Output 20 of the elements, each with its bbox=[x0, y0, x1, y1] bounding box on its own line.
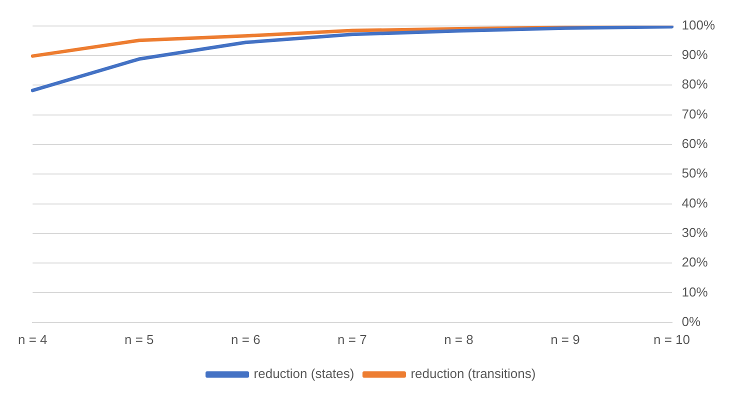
x-tick-label: n = 4 bbox=[18, 332, 48, 347]
x-tick-label: n = 8 bbox=[444, 332, 474, 347]
y-tick-label: 60% bbox=[682, 136, 708, 152]
y-tick-label: 90% bbox=[682, 47, 708, 62]
x-tick-label: n = 9 bbox=[550, 332, 580, 347]
y-tick-label: 70% bbox=[682, 106, 708, 122]
y-tick-label: 50% bbox=[682, 166, 708, 181]
x-tick-label: n = 5 bbox=[124, 332, 154, 347]
y-tick-label: 100% bbox=[682, 17, 716, 32]
y-tick-label: 0% bbox=[682, 314, 701, 329]
y-tick-label: 80% bbox=[682, 76, 708, 92]
legend-label: reduction (states) bbox=[254, 366, 354, 382]
x-tick-label: n = 6 bbox=[231, 332, 260, 347]
y-tick-label: 20% bbox=[682, 254, 708, 270]
x-tick-label: n = 7 bbox=[338, 332, 367, 347]
y-tick-label: 10% bbox=[682, 284, 708, 300]
y-tick-label: 30% bbox=[682, 225, 708, 240]
y-tick-label: 40% bbox=[682, 195, 708, 210]
legend-label: reduction (transitions) bbox=[410, 366, 536, 382]
x-tick-label: n = 10 bbox=[653, 332, 690, 347]
